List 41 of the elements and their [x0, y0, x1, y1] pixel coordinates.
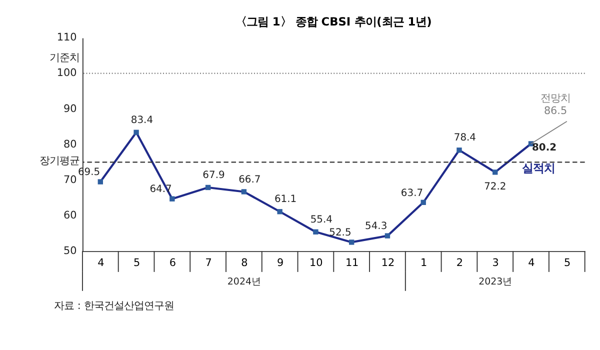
data-label: 52.5: [329, 228, 352, 239]
y-tick-label: 70: [64, 174, 77, 186]
x-tick-label: 2: [456, 256, 464, 269]
x-tick-label: 6: [169, 256, 176, 269]
text: 2023년: [478, 276, 512, 288]
x-tick-label: 11: [345, 256, 359, 269]
x-tick-label: 9: [276, 256, 284, 269]
x-tick-label: 10: [310, 256, 323, 269]
data-label: 72.2: [484, 181, 506, 192]
series-label: 전망치: [540, 92, 571, 104]
data-label: 63.7: [400, 188, 424, 199]
data-label: 54.3: [365, 221, 388, 232]
ref-line-label: 기준치: [50, 52, 80, 64]
data-label: 66.7: [238, 174, 261, 186]
text: 2024년: [227, 276, 260, 288]
x-tick-label: 1: [420, 256, 428, 269]
y-tick-label: 110: [56, 32, 77, 44]
data-label: 55.4: [310, 214, 332, 226]
x-tick-label: 5: [133, 256, 140, 269]
data-label: 86.5: [544, 104, 568, 117]
series-label: 실적치: [522, 161, 556, 176]
y-tick-label: 90: [64, 102, 77, 115]
ref-line-label: 장기평균: [40, 155, 80, 168]
x-tick-label: 4: [98, 256, 105, 269]
y-tick-label: 60: [64, 209, 77, 222]
data-label: 61.1: [274, 194, 297, 206]
x-tick-label: 5: [564, 256, 571, 269]
x-tick-label: 4: [528, 256, 536, 269]
data-label: 78.4: [454, 132, 476, 144]
x-tick-label: 8: [241, 256, 248, 269]
chart-title: 〈그림 1〉 종합 CBSI 추이(최근 1년): [235, 14, 432, 29]
x-tick-label: 12: [381, 256, 395, 269]
y-tick-label: 80: [64, 138, 77, 150]
data-label: 67.9: [202, 170, 225, 181]
x-tick-label: 3: [492, 256, 499, 269]
text: 자료 : 한국건설산업연구원: [54, 300, 174, 312]
y-tick-label: 100: [56, 67, 77, 80]
y-tick-label: 50: [64, 244, 77, 257]
x-tick-label: 7: [205, 256, 212, 269]
data-label: 80.2: [532, 142, 557, 154]
data-label: 83.4: [130, 114, 154, 126]
